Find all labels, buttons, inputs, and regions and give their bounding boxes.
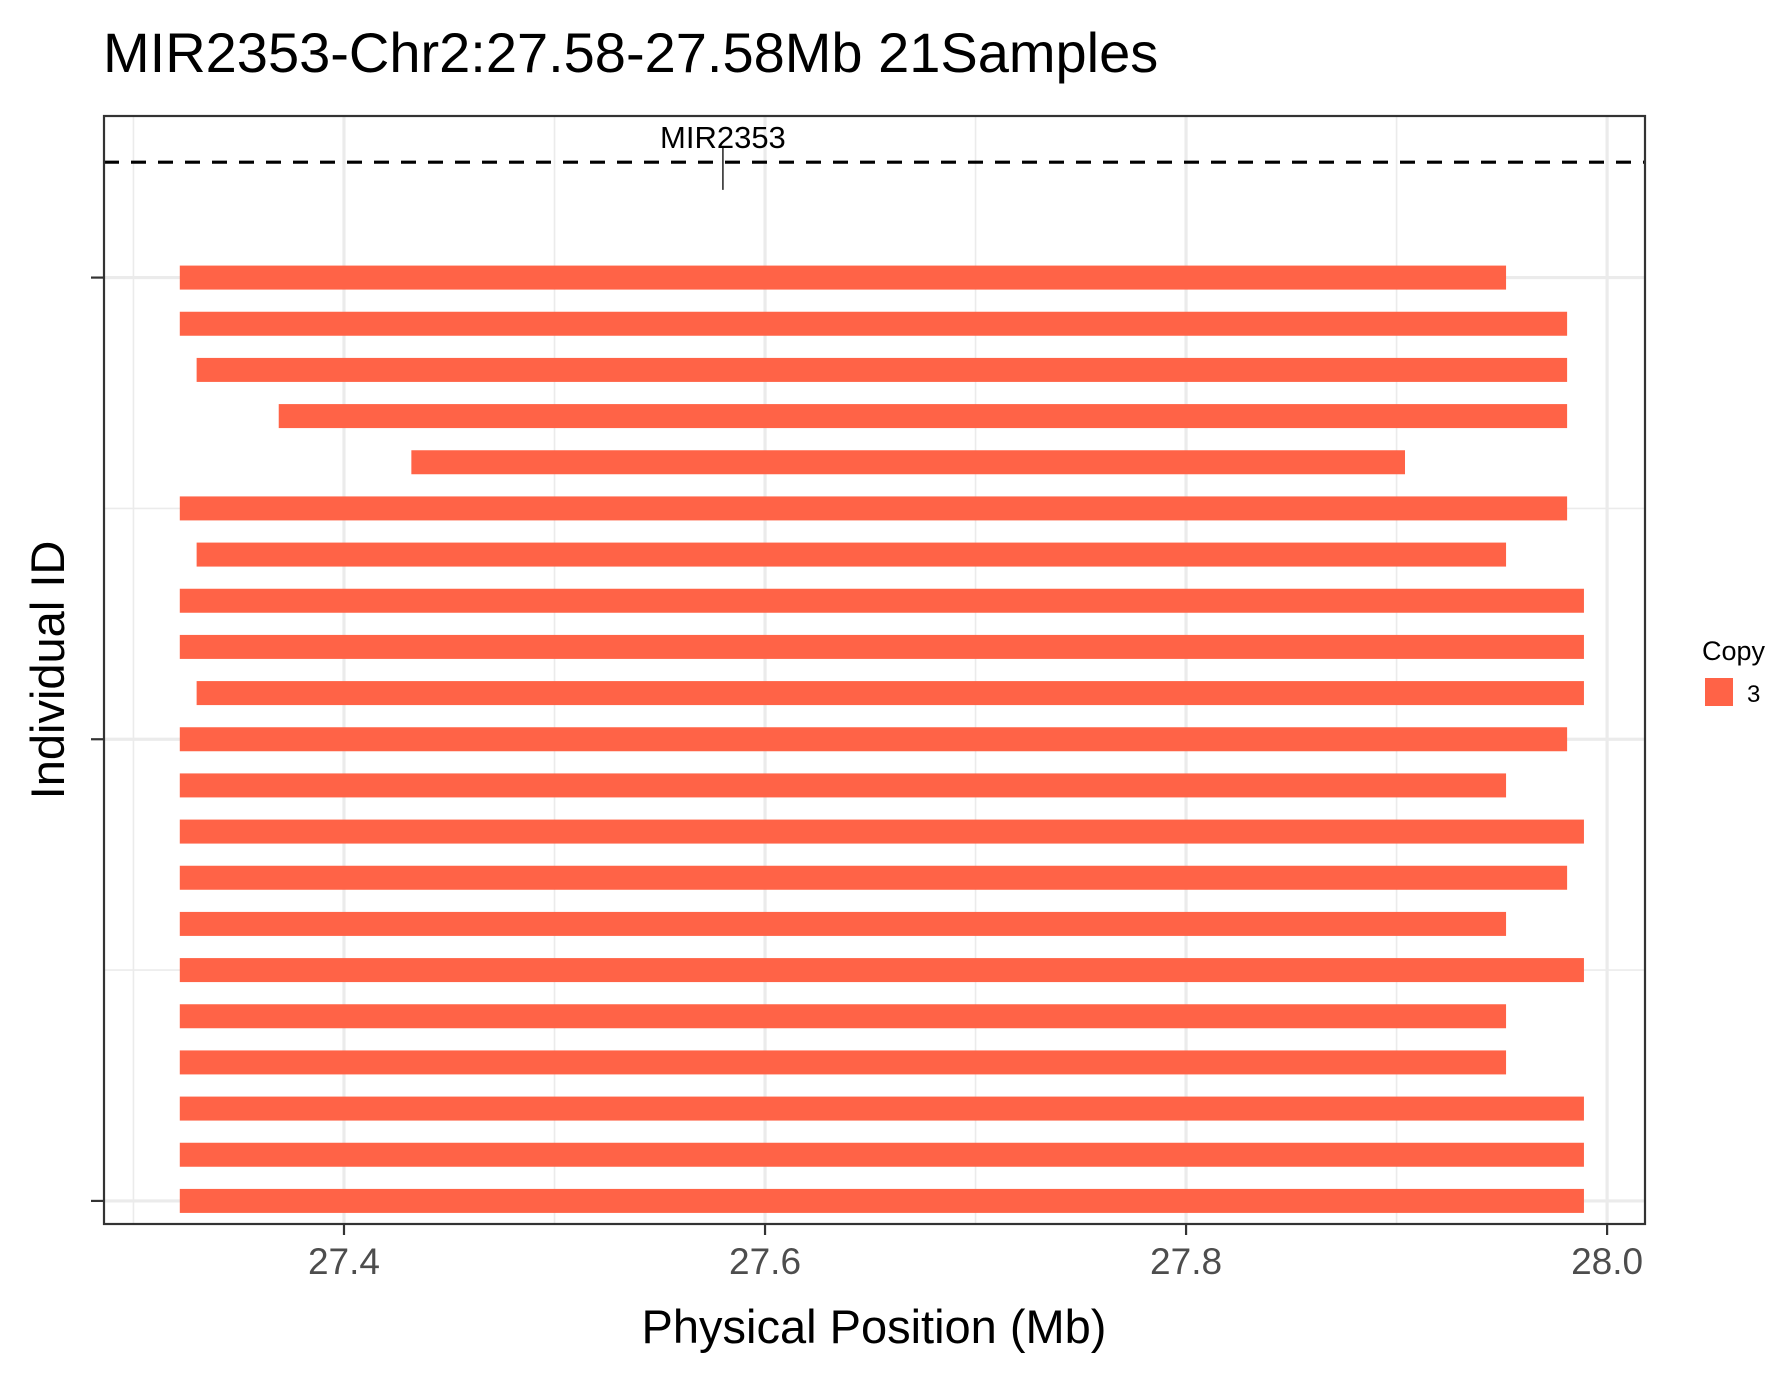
segment-bar — [179, 1188, 1584, 1213]
segment-bar — [179, 496, 1568, 521]
segment-bar — [179, 1096, 1584, 1121]
x-tick-label: 27.8 — [1150, 1241, 1222, 1282]
legend: Copy 3 — [1702, 636, 1766, 708]
plot-panel — [104, 116, 1645, 1224]
segment-bar — [179, 958, 1584, 983]
x-tick-label: 27.6 — [729, 1241, 801, 1282]
segment-bar — [179, 1050, 1507, 1075]
segment-bar — [179, 911, 1507, 936]
x-axis-title: Physical Position (Mb) — [642, 1300, 1107, 1353]
segment-bar — [196, 357, 1568, 382]
segment-bar — [179, 265, 1507, 290]
x-tick-label: 28.0 — [1571, 1241, 1643, 1282]
segment-bar — [196, 542, 1507, 567]
x-tick-label: 27.4 — [308, 1241, 380, 1282]
segment-bar — [179, 634, 1584, 659]
legend-label-3: 3 — [1747, 681, 1760, 708]
legend-key-3 — [1705, 678, 1733, 706]
y-axis — [91, 276, 104, 1203]
legend-title: Copy — [1702, 636, 1766, 666]
x-axis: 27.4 27.6 27.8 28.0 — [308, 1224, 1643, 1282]
chart-title: MIR2353-Chr2:27.58-27.58Mb 21Samples — [103, 21, 1158, 84]
segment-bar — [278, 404, 1568, 429]
y-axis-title: Individual ID — [21, 541, 74, 800]
segment-bar — [411, 450, 1406, 475]
segment-bar — [179, 819, 1584, 844]
panel-border — [102, 114, 1647, 1226]
segment-bar — [179, 727, 1568, 752]
gene-label: MIR2353 — [660, 120, 786, 155]
segment-bar — [179, 865, 1568, 890]
segment-bar — [179, 311, 1568, 336]
segment-bar — [196, 681, 1584, 706]
segments — [179, 265, 1584, 1213]
segment-bar — [179, 1004, 1507, 1029]
segment-bar — [179, 1142, 1584, 1167]
segment-bar — [179, 588, 1584, 613]
gene-annotation: MIR2353 — [660, 120, 786, 190]
segment-bar — [179, 773, 1507, 798]
